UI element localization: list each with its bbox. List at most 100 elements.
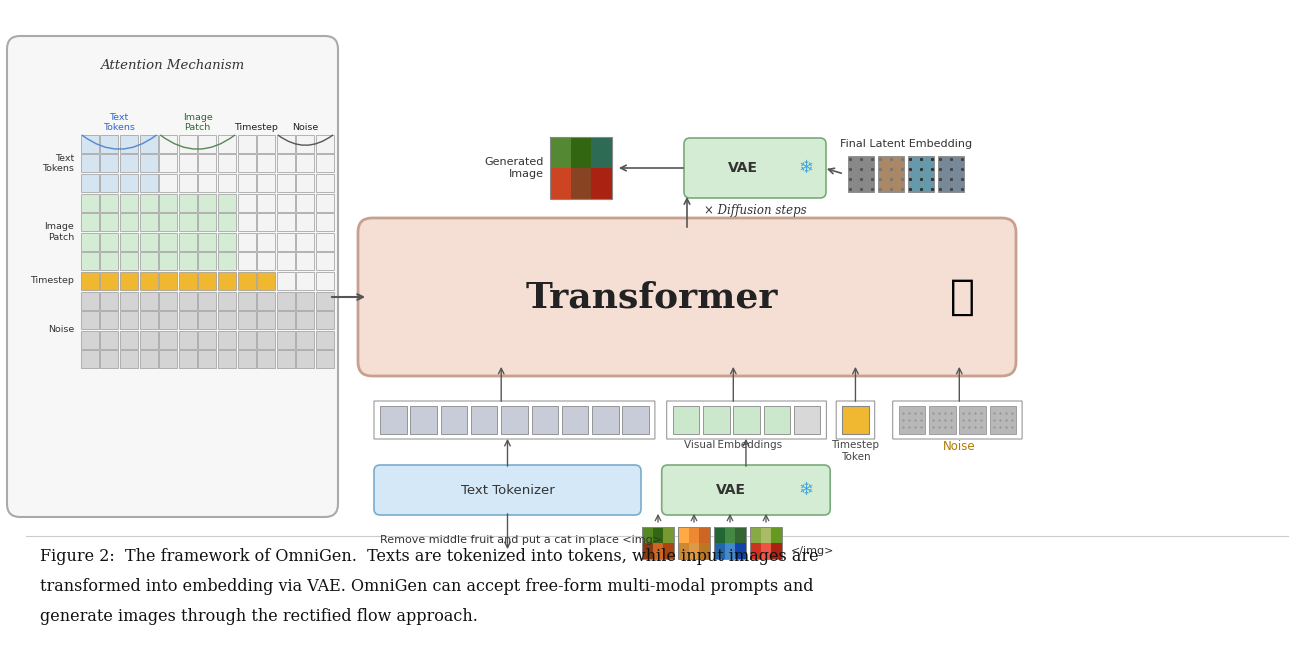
- Bar: [714, 527, 746, 559]
- Bar: [218, 174, 237, 192]
- Bar: [315, 351, 334, 368]
- Bar: [591, 137, 612, 168]
- Bar: [842, 406, 869, 434]
- Bar: [591, 168, 612, 199]
- FancyBboxPatch shape: [374, 401, 654, 439]
- Bar: [551, 137, 570, 168]
- Bar: [80, 233, 99, 250]
- Bar: [218, 154, 237, 173]
- Bar: [218, 213, 237, 232]
- Bar: [139, 174, 158, 192]
- Bar: [623, 406, 649, 434]
- Bar: [80, 292, 99, 309]
- Bar: [531, 406, 558, 434]
- Bar: [198, 194, 217, 212]
- Text: Final Latent Embedding: Final Latent Embedding: [840, 139, 972, 149]
- Bar: [724, 543, 736, 559]
- Bar: [315, 135, 334, 153]
- Bar: [139, 351, 158, 368]
- Bar: [297, 213, 314, 232]
- Text: ❄: ❄: [799, 159, 813, 177]
- Bar: [277, 331, 294, 349]
- Bar: [258, 194, 275, 212]
- Text: Remove middle fruit and put a cat in place <img>: Remove middle fruit and put a cat in pla…: [380, 535, 662, 545]
- Bar: [179, 292, 197, 309]
- Text: Text
Tokens: Text Tokens: [104, 112, 135, 132]
- Bar: [100, 174, 118, 192]
- Bar: [120, 213, 138, 232]
- Bar: [100, 311, 118, 329]
- Bar: [159, 331, 177, 349]
- Text: Noise: Noise: [292, 123, 318, 132]
- Text: Timestep: Timestep: [234, 123, 279, 132]
- Bar: [736, 543, 746, 559]
- Text: Generated
Image: Generated Image: [485, 157, 544, 179]
- Bar: [562, 406, 589, 434]
- Bar: [315, 252, 334, 270]
- Bar: [678, 543, 689, 559]
- Bar: [703, 406, 729, 434]
- Text: 🔥: 🔥: [950, 276, 975, 318]
- Bar: [258, 272, 275, 290]
- Bar: [258, 233, 275, 250]
- Bar: [643, 527, 674, 559]
- Bar: [218, 311, 237, 329]
- Bar: [100, 331, 118, 349]
- Bar: [277, 194, 294, 212]
- Text: Image
Patch: Image Patch: [183, 112, 213, 132]
- Bar: [139, 213, 158, 232]
- Bar: [120, 331, 138, 349]
- Bar: [297, 233, 314, 250]
- Bar: [570, 168, 591, 199]
- Bar: [277, 213, 294, 232]
- Bar: [159, 233, 177, 250]
- Bar: [198, 213, 217, 232]
- FancyBboxPatch shape: [7, 36, 338, 517]
- Bar: [673, 406, 699, 434]
- Bar: [750, 527, 782, 559]
- Bar: [315, 194, 334, 212]
- Bar: [80, 252, 99, 270]
- Bar: [689, 543, 699, 559]
- Bar: [198, 154, 217, 173]
- Bar: [315, 292, 334, 309]
- Bar: [643, 543, 653, 559]
- Bar: [218, 252, 237, 270]
- Bar: [179, 213, 197, 232]
- Bar: [277, 135, 294, 153]
- Bar: [179, 174, 197, 192]
- Bar: [179, 311, 197, 329]
- Bar: [100, 213, 118, 232]
- Bar: [100, 154, 118, 173]
- Bar: [794, 406, 820, 434]
- Bar: [159, 252, 177, 270]
- Bar: [258, 174, 275, 192]
- Bar: [159, 351, 177, 368]
- Bar: [120, 272, 138, 290]
- Text: Timestep: Timestep: [30, 277, 74, 286]
- Bar: [80, 174, 99, 192]
- Bar: [258, 135, 275, 153]
- Bar: [277, 311, 294, 329]
- Bar: [100, 351, 118, 368]
- Bar: [238, 194, 256, 212]
- Bar: [277, 292, 294, 309]
- Bar: [198, 351, 217, 368]
- Bar: [258, 351, 275, 368]
- Bar: [139, 135, 158, 153]
- Bar: [218, 194, 237, 212]
- Bar: [929, 406, 955, 434]
- Bar: [908, 156, 934, 192]
- Bar: [410, 406, 436, 434]
- Bar: [277, 233, 294, 250]
- Text: Noise: Noise: [47, 326, 74, 334]
- Bar: [761, 527, 771, 543]
- Bar: [297, 311, 314, 329]
- Bar: [139, 154, 158, 173]
- Bar: [80, 351, 99, 368]
- Bar: [238, 252, 256, 270]
- Bar: [238, 351, 256, 368]
- Bar: [218, 135, 237, 153]
- Bar: [315, 233, 334, 250]
- Bar: [198, 331, 217, 349]
